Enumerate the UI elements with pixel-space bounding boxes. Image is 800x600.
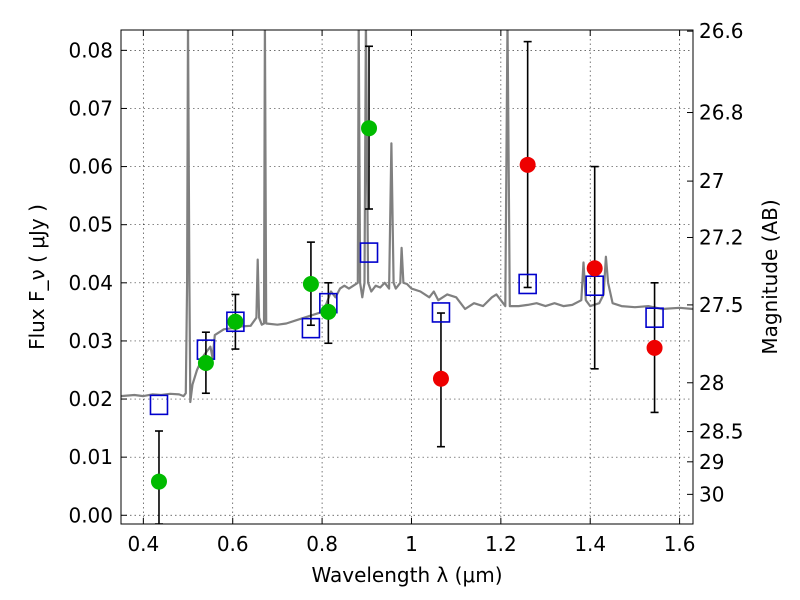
y-tick-label: 0.02	[68, 387, 113, 411]
right-tick-label: 26.6	[699, 19, 744, 43]
nir-detection-point	[432, 370, 449, 387]
right-tick-label: 27	[699, 169, 724, 193]
x-tick-label: 1	[405, 532, 418, 556]
optical-detection-point	[150, 473, 167, 490]
spectrum-layer	[121, 30, 693, 404]
right-tick-label: 27.5	[699, 293, 744, 317]
model-flux-square	[301, 317, 321, 339]
y-tick-label: 0.07	[68, 96, 113, 120]
x-tick-label: 1.6	[664, 532, 696, 556]
nir-detection-point	[519, 156, 536, 173]
nir-detection-point	[586, 260, 603, 277]
y-tick-label: 0.01	[68, 445, 113, 469]
y-tick-label: 0.03	[68, 329, 113, 353]
y-tick-label: 0.06	[68, 155, 113, 179]
right-tick-label: 28	[699, 371, 724, 395]
x-tick-label: 1.4	[574, 532, 606, 556]
model-flux-square	[359, 242, 379, 263]
right-tick-label: 30	[699, 482, 724, 506]
marker-layer	[149, 120, 664, 490]
plot-frame	[120, 29, 694, 525]
tick-layer: 0.4 0.6 0.8 1 1.2 1.4 1.6 0.00 0.01 0.02 0.03 0.04 0…	[68, 19, 743, 556]
y-tick-label: 0.08	[68, 38, 113, 62]
spectrum-line	[121, 30, 693, 404]
model-flux-square	[645, 307, 664, 328]
x-tick-label: 1.2	[485, 532, 517, 556]
x-tick-label: 0.4	[127, 532, 159, 556]
right-tick-label: 27.2	[699, 225, 744, 249]
x-tick-label: 0.8	[306, 532, 338, 556]
optical-detection-point	[361, 120, 378, 137]
x-tick-label: 0.6	[217, 532, 249, 556]
right-tick-label: 26.8	[699, 101, 744, 125]
model-flux-square	[518, 273, 537, 295]
optical-detection-point	[197, 355, 214, 372]
y-axis-right-title: Magnitude (AB)	[758, 199, 782, 354]
optical-detection-point	[302, 275, 319, 292]
y-axis-title: Flux F_ν ( μJy )	[25, 204, 49, 350]
optical-detection-point	[227, 313, 244, 330]
y-tick-label: 0.04	[68, 271, 113, 295]
y-tick-label: 0.00	[68, 503, 113, 527]
optical-detection-point	[320, 303, 337, 320]
x-axis-title: Wavelength λ (μm)	[311, 563, 502, 587]
errorbar-layer	[154, 40, 659, 524]
right-tick-label: 29	[699, 450, 724, 474]
model-flux-square	[431, 302, 451, 323]
model-flux-square	[149, 394, 169, 416]
y-tick-label: 0.05	[68, 213, 113, 237]
right-tick-label: 28.5	[699, 420, 744, 444]
model-flux-square	[226, 311, 245, 333]
nir-detection-point	[646, 339, 663, 356]
grid	[121, 30, 693, 524]
